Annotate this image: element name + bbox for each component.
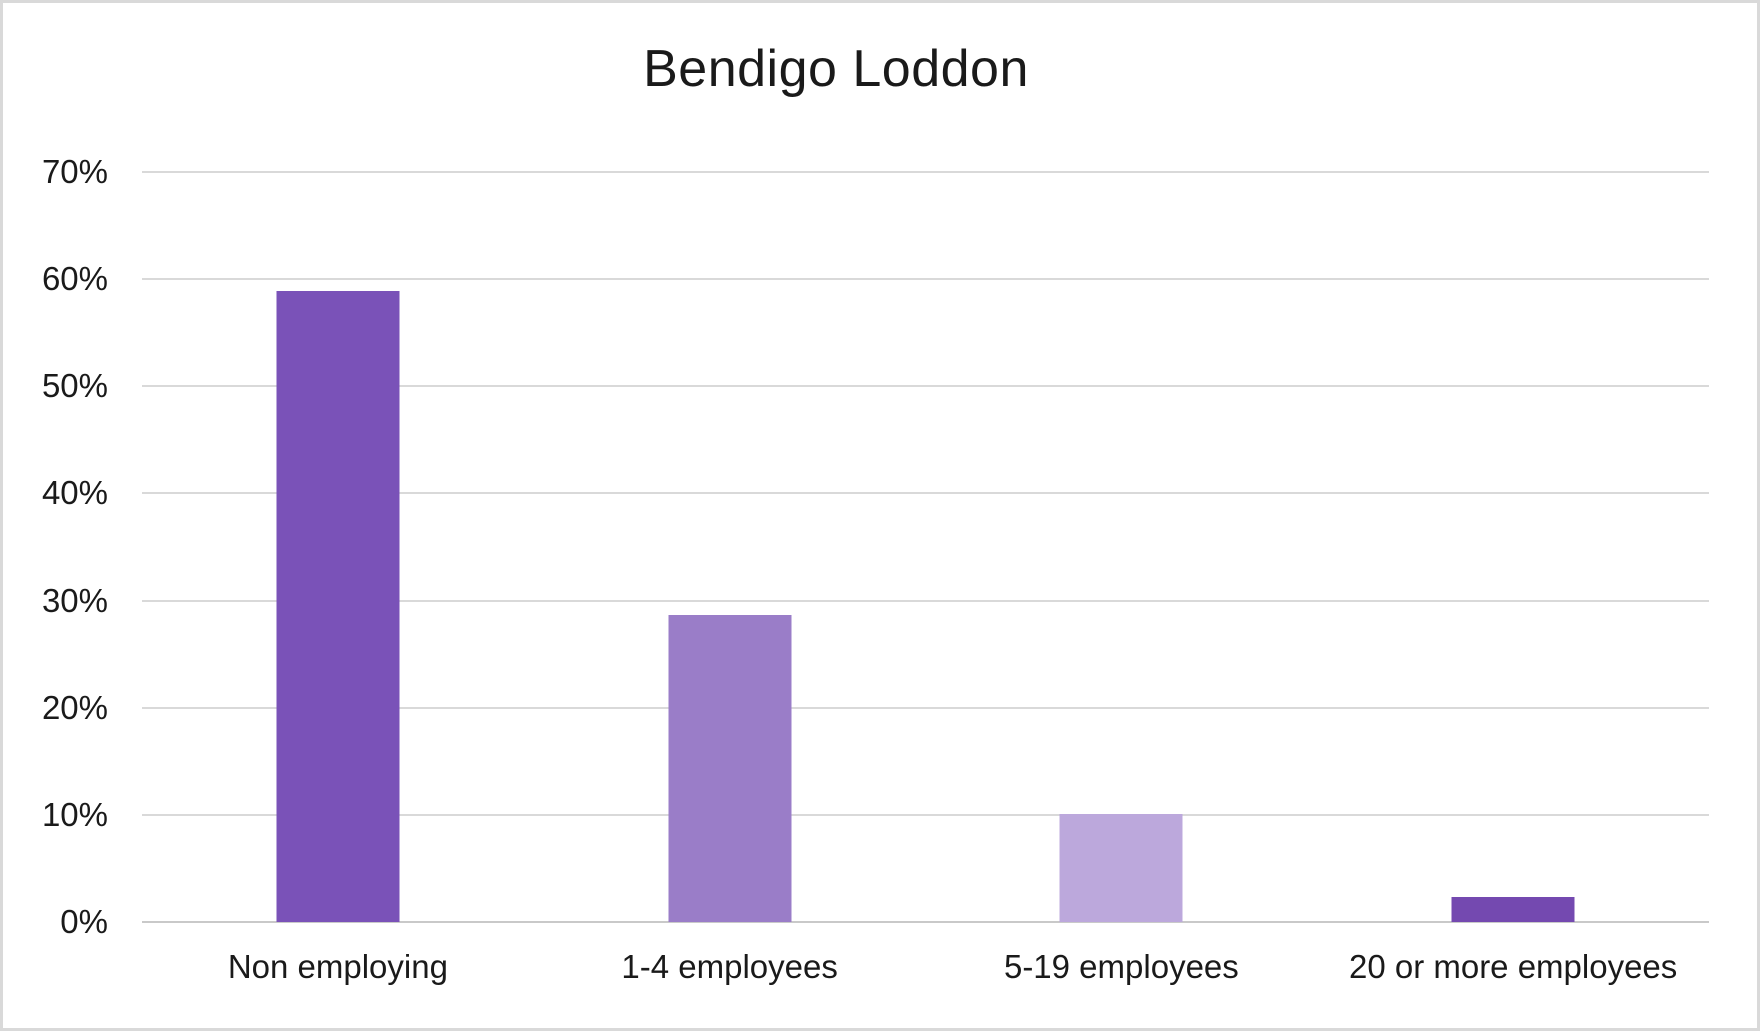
bar-5-19-employees xyxy=(1059,813,1183,922)
gridline xyxy=(142,706,1709,709)
y-axis-tick-label: 10% xyxy=(41,795,108,833)
x-axis-line xyxy=(142,921,1709,923)
x-axis-tick-label: 5-19 employees xyxy=(1003,948,1239,985)
gridline xyxy=(142,492,1709,495)
y-axis-tick-label: 70% xyxy=(41,153,108,190)
gridline xyxy=(142,171,1709,173)
x-axis: Non employing 1-4 employees 5-19 employees… xyxy=(142,922,1709,1012)
y-axis: 0% 10% 20% 30% 40% 50% 60% 70% xyxy=(3,153,108,940)
y-axis-tick-label: 40% xyxy=(41,474,108,512)
chart-title: Bendigo Loddon xyxy=(643,40,1029,98)
x-axis-tick-label: 1-4 employees xyxy=(621,948,838,985)
plot-area xyxy=(142,171,1709,923)
y-axis-tick-label: 60% xyxy=(41,260,108,298)
gridline xyxy=(142,278,1709,281)
bar-1-4-employees xyxy=(668,614,792,922)
x-axis-tick-label: Non employing xyxy=(227,948,448,985)
x-axis-tick-label: 20 or more employees xyxy=(1348,948,1678,985)
y-axis-tick-label: 30% xyxy=(41,581,108,619)
gridline xyxy=(142,599,1709,602)
bar-non-employing xyxy=(276,290,400,922)
y-axis-tick-label: 20% xyxy=(41,688,108,726)
gridline xyxy=(142,813,1709,816)
y-axis-tick-label: 0% xyxy=(60,903,108,940)
bar-20-or-more-employees xyxy=(1451,897,1575,922)
y-axis-tick-label: 50% xyxy=(41,367,108,405)
gridline xyxy=(142,385,1709,388)
